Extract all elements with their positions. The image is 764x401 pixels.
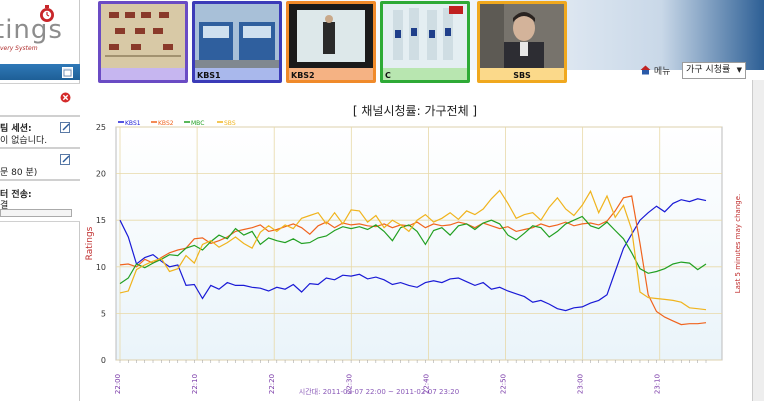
- channel-thumb-label: KBS1: [195, 68, 279, 80]
- sidebar-panel-status: [0, 83, 80, 116]
- y-tick-label: 0: [101, 356, 106, 365]
- edit-icon[interactable]: [60, 154, 71, 165]
- channel-thumb-kbs1[interactable]: KBS1: [192, 1, 282, 83]
- legend-label: SBS: [224, 120, 236, 127]
- channel-thumb-label: SBS: [480, 68, 564, 80]
- menu-link[interactable]: 메뉴: [640, 64, 670, 77]
- y-tick-label: 25: [96, 123, 106, 132]
- session-label: 팀 세션:: [0, 124, 32, 134]
- series-line-kbs2: [119, 195, 707, 326]
- x-tick-label: 22:10: [191, 374, 199, 394]
- close-circle-icon[interactable]: [60, 92, 71, 103]
- right-axis-note: Last 5 minutes may change.: [734, 194, 742, 294]
- channel-thumb-sbs[interactable]: SBS: [477, 1, 567, 83]
- transfer-label: 터 전송:: [0, 190, 32, 200]
- window-icon[interactable]: [62, 67, 73, 78]
- x-tick-label: 22:20: [268, 374, 276, 394]
- channel-name: C: [385, 71, 391, 80]
- channel-thumb-image: [383, 4, 467, 68]
- menu-label: 메뉴: [653, 67, 671, 77]
- session-value: 이 없습니다.: [0, 136, 48, 146]
- channel-thumb-image: [195, 4, 279, 68]
- channel-thumb-label: [101, 68, 185, 80]
- rating-type-value: 가구 시청률: [686, 65, 731, 75]
- x-axis-label: 시간대: 2011-02-07 22:00 ~ 2011-02-07 23:20: [299, 387, 459, 396]
- transfer-value: 결: [0, 201, 9, 211]
- x-tick-label: 22:00: [114, 374, 122, 394]
- time-value: 문 80 분): [0, 168, 38, 178]
- clock-logo-icon: [40, 5, 54, 22]
- transfer-progress-bar: [0, 209, 72, 217]
- channel-thumb-label: KBS2: [289, 68, 373, 80]
- y-axis-label: Ratings: [85, 226, 95, 260]
- y-tick-label: 15: [96, 216, 106, 225]
- plot-area: [115, 126, 723, 361]
- y-tick-label: 5: [101, 309, 106, 318]
- y-tick-label: 20: [96, 170, 106, 179]
- legend-label: KBS2: [158, 120, 174, 127]
- channel-name: KBS2: [291, 71, 315, 80]
- channel-thumb-image: [480, 4, 564, 68]
- edit-icon[interactable]: [60, 122, 71, 133]
- legend-label: MBC: [191, 120, 204, 127]
- rating-type-select[interactable]: 가구 시청률 ▼: [682, 62, 746, 79]
- sidebar: tings very System 팀 세션: 이 없습니다.: [0, 0, 80, 401]
- sidebar-panel-transfer: 터 전송: 결: [0, 180, 80, 222]
- sidebar-header-bar: [0, 64, 80, 80]
- ratings-chart: 0 5 10 15 20 25 22:00 22:10 22:20 22:30 22:40 22:50…: [85, 120, 742, 396]
- y-tick-label: 10: [96, 263, 106, 272]
- house-icon: [640, 65, 651, 75]
- channel-thumb-kbs2[interactable]: KBS2: [286, 1, 376, 83]
- sidebar-panel-session: 팀 세션: 이 없습니다.: [0, 116, 80, 148]
- chevron-down-icon: ▼: [736, 66, 742, 74]
- channel-thumb-1[interactable]: [98, 1, 188, 83]
- series-line-sbs: [119, 189, 707, 311]
- series-line-mbc: [119, 215, 707, 285]
- channel-thumb-image: [101, 4, 185, 68]
- sidebar-panel-time: 문 80 분): [0, 148, 80, 180]
- x-tick-label: 23:00: [577, 374, 585, 394]
- x-tick-label: 22:40: [422, 374, 430, 394]
- chart-title: [ 채널시청률: 가구전체 ]: [352, 104, 478, 118]
- channel-thumb-mbc[interactable]: C: [380, 1, 470, 83]
- x-tick-label: 22:30: [345, 374, 353, 394]
- logo-subtitle: very System: [0, 45, 38, 52]
- channel-name: KBS1: [197, 71, 221, 80]
- logo-text: tings: [0, 15, 63, 45]
- vertical-scrollbar[interactable]: [752, 80, 764, 401]
- logo: tings very System: [0, 0, 80, 62]
- x-tick-label: 22:50: [500, 374, 508, 394]
- legend-label: KBS1: [125, 120, 141, 127]
- series-line-kbs1: [119, 198, 707, 312]
- channel-thumb-label: C: [383, 68, 467, 80]
- x-tick-label: 23:10: [654, 374, 662, 394]
- channel-thumb-image: [289, 4, 373, 68]
